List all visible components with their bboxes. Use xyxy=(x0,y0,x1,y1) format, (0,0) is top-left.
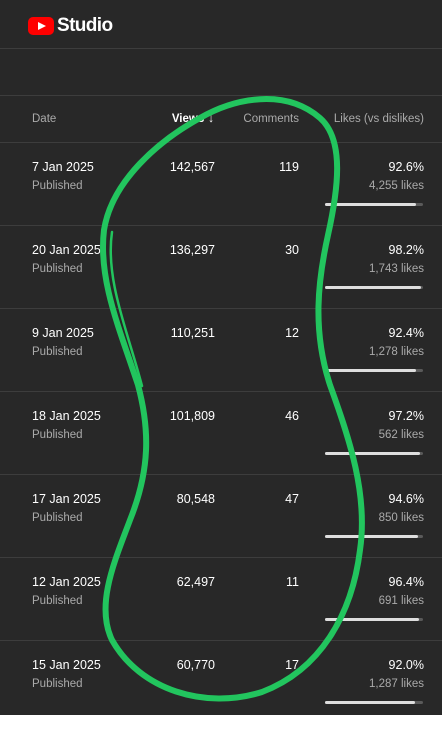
row-date: 17 Jan 2025 xyxy=(32,492,101,506)
likes-ratio-fill xyxy=(325,701,416,704)
likes-ratio-bar xyxy=(325,618,423,621)
row-likes-percent: 96.4% xyxy=(388,575,424,589)
logo-text: Studio xyxy=(57,15,113,36)
table-row[interactable]: 7 Jan 2025 Published 142,567 119 92.6% 4,255 … xyxy=(0,143,442,226)
row-views: 62,497 xyxy=(176,575,215,589)
likes-ratio-fill xyxy=(325,369,416,372)
studio-logo[interactable]: Studio xyxy=(28,15,113,36)
row-date: 7 Jan 2025 xyxy=(32,160,94,174)
row-likes-count: 4,255 likes xyxy=(369,180,424,192)
row-likes-percent: 94.6% xyxy=(388,492,424,506)
row-date: 9 Jan 2025 xyxy=(32,326,94,340)
table-row[interactable]: 9 Jan 2025 Published 110,251 12 92.4% 1,278 l… xyxy=(0,309,442,392)
row-comments: 12 xyxy=(285,326,299,340)
likes-ratio-fill xyxy=(325,203,416,206)
row-comments: 47 xyxy=(285,492,299,506)
row-likes-percent: 98.2% xyxy=(388,243,424,257)
row-likes-count: 1,287 likes xyxy=(369,678,424,690)
column-header-views-label: Views xyxy=(171,113,205,125)
youtube-play-icon xyxy=(28,17,54,35)
row-views: 80,548 xyxy=(176,492,215,506)
row-likes-percent: 92.0% xyxy=(388,658,424,672)
likes-ratio-fill xyxy=(325,618,420,621)
row-comments: 17 xyxy=(285,658,299,672)
row-comments: 46 xyxy=(285,409,299,423)
row-date: 20 Jan 2025 xyxy=(32,243,101,257)
column-header-views[interactable]: Views ↓ xyxy=(172,113,214,125)
likes-ratio-bar xyxy=(325,701,423,704)
row-status: Published xyxy=(32,595,83,607)
column-header-date[interactable]: Date xyxy=(32,113,57,125)
row-views: 110,251 xyxy=(170,326,215,340)
row-date: 15 Jan 2025 xyxy=(32,658,101,672)
row-likes-percent: 92.6% xyxy=(388,160,424,174)
table-header: Date Views ↓ Comments Likes (vs dislikes) xyxy=(0,96,442,143)
row-status: Published xyxy=(32,429,83,441)
likes-ratio-bar xyxy=(325,286,423,289)
column-header-comments[interactable]: Comments xyxy=(243,113,299,125)
likes-ratio-fill xyxy=(325,452,421,455)
likes-ratio-bar xyxy=(325,369,423,372)
toolbar-area xyxy=(0,49,442,96)
row-likes-count: 1,743 likes xyxy=(369,263,424,275)
likes-ratio-fill xyxy=(325,286,422,289)
table-row[interactable]: 18 Jan 2025 Published 101,809 46 97.2% 562 li… xyxy=(0,392,442,475)
table-row[interactable]: 15 Jan 2025 Published 60,770 17 92.0% 1,287 l… xyxy=(0,641,442,715)
column-header-likes[interactable]: Likes (vs dislikes) xyxy=(333,113,424,125)
row-likes-percent: 92.4% xyxy=(388,326,424,340)
likes-ratio-bar xyxy=(325,452,423,455)
row-comments: 11 xyxy=(286,575,299,589)
row-comments: 119 xyxy=(279,160,299,174)
row-status: Published xyxy=(32,180,83,192)
row-views: 136,297 xyxy=(169,243,215,257)
row-date: 12 Jan 2025 xyxy=(32,575,101,589)
row-status: Published xyxy=(32,512,83,524)
likes-ratio-bar xyxy=(325,535,423,538)
row-status: Published xyxy=(32,346,83,358)
row-likes-count: 850 likes xyxy=(378,512,424,524)
row-views: 142,567 xyxy=(169,160,215,174)
row-likes-count: 691 likes xyxy=(378,595,424,607)
row-views: 60,770 xyxy=(176,658,215,672)
row-status: Published xyxy=(32,678,83,690)
row-likes-count: 1,278 likes xyxy=(369,346,424,358)
table-row[interactable]: 12 Jan 2025 Published 62,497 11 96.4% 691 lik… xyxy=(0,558,442,641)
top-bar: Studio xyxy=(0,0,442,49)
row-likes-count: 562 likes xyxy=(378,429,424,441)
row-status: Published xyxy=(32,263,83,275)
table-row[interactable]: 20 Jan 2025 Published 136,297 30 98.2% 1,743 … xyxy=(0,226,442,309)
row-likes-percent: 97.2% xyxy=(388,409,424,423)
sort-down-arrow-icon: ↓ xyxy=(208,113,214,125)
row-comments: 30 xyxy=(285,243,299,257)
studio-app: Studio Date Views ↓ Comments Likes (vs di… xyxy=(0,0,442,715)
row-views: 101,809 xyxy=(169,409,215,423)
table-row[interactable]: 17 Jan 2025 Published 80,548 47 94.6% 850 lik… xyxy=(0,475,442,558)
row-date: 18 Jan 2025 xyxy=(32,409,101,423)
likes-ratio-fill xyxy=(325,535,418,538)
likes-ratio-bar xyxy=(325,203,423,206)
